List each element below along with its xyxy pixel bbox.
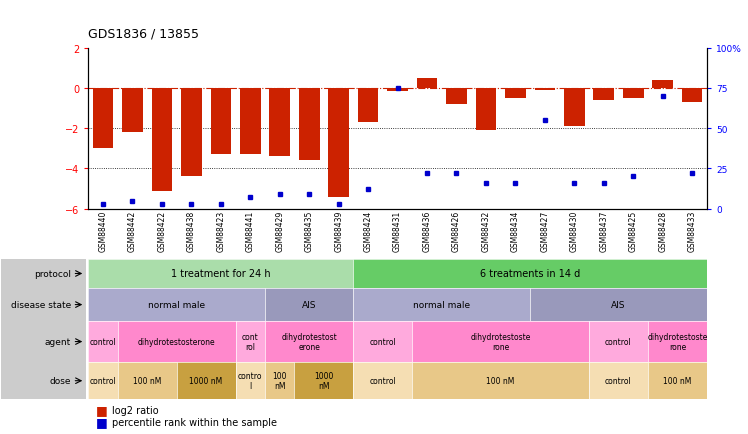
Bar	[387, 89, 408, 92]
Text: AIS: AIS	[302, 300, 316, 309]
Text: agent: agent	[45, 337, 71, 346]
Text: control: control	[90, 337, 117, 346]
Text: ■: ■	[96, 416, 108, 428]
Text: 1000
nM: 1000 nM	[314, 371, 334, 391]
Text: control: control	[90, 376, 117, 385]
Text: 1 treatment for 24 h: 1 treatment for 24 h	[171, 269, 271, 279]
Bar	[240, 89, 260, 155]
Text: 100 nM: 100 nM	[663, 376, 692, 385]
Text: protocol: protocol	[34, 270, 71, 278]
Bar	[358, 89, 378, 123]
Bar	[593, 89, 614, 101]
Text: GDS1836 / 13855: GDS1836 / 13855	[88, 27, 199, 40]
Bar	[476, 89, 496, 131]
Text: normal male: normal male	[413, 300, 470, 309]
Text: control: control	[370, 337, 396, 346]
Text: 100 nM: 100 nM	[133, 376, 162, 385]
Text: control: control	[370, 376, 396, 385]
Bar	[152, 89, 172, 191]
Text: 100 nM: 100 nM	[486, 376, 515, 385]
Bar	[122, 89, 143, 133]
Bar	[210, 89, 231, 155]
Text: control: control	[605, 376, 632, 385]
Bar	[328, 89, 349, 197]
Bar	[535, 89, 555, 91]
Bar	[269, 89, 290, 157]
Bar	[93, 89, 113, 149]
Bar	[505, 89, 526, 99]
Bar	[682, 89, 702, 103]
Text: 100
nM: 100 nM	[272, 371, 287, 391]
Bar	[652, 81, 673, 89]
Bar	[623, 89, 643, 99]
Text: 6 treatments in 14 d: 6 treatments in 14 d	[480, 269, 580, 279]
Text: dose: dose	[49, 376, 71, 385]
Text: AIS: AIS	[611, 300, 626, 309]
Text: disease state: disease state	[10, 300, 71, 309]
Text: cont
rol: cont rol	[242, 332, 259, 352]
Text: normal male: normal male	[148, 300, 205, 309]
Bar	[564, 89, 585, 127]
Bar	[446, 89, 467, 105]
Bar	[181, 89, 202, 177]
Text: contro
l: contro l	[238, 371, 263, 391]
Text: dihydrotestost
erone: dihydrotestost erone	[281, 332, 337, 352]
Bar	[417, 79, 438, 89]
Text: ■: ■	[96, 404, 108, 416]
Text: dihydrotestoste
rone: dihydrotestoste rone	[647, 332, 708, 352]
Text: 1000 nM: 1000 nM	[189, 376, 223, 385]
Text: dihydrotestosterone: dihydrotestosterone	[138, 337, 215, 346]
Text: percentile rank within the sample: percentile rank within the sample	[112, 417, 278, 427]
Text: log2 ratio: log2 ratio	[112, 405, 159, 415]
Text: dihydrotestoste
rone: dihydrotestoste rone	[470, 332, 531, 352]
Bar	[299, 89, 319, 161]
Text: control: control	[605, 337, 632, 346]
